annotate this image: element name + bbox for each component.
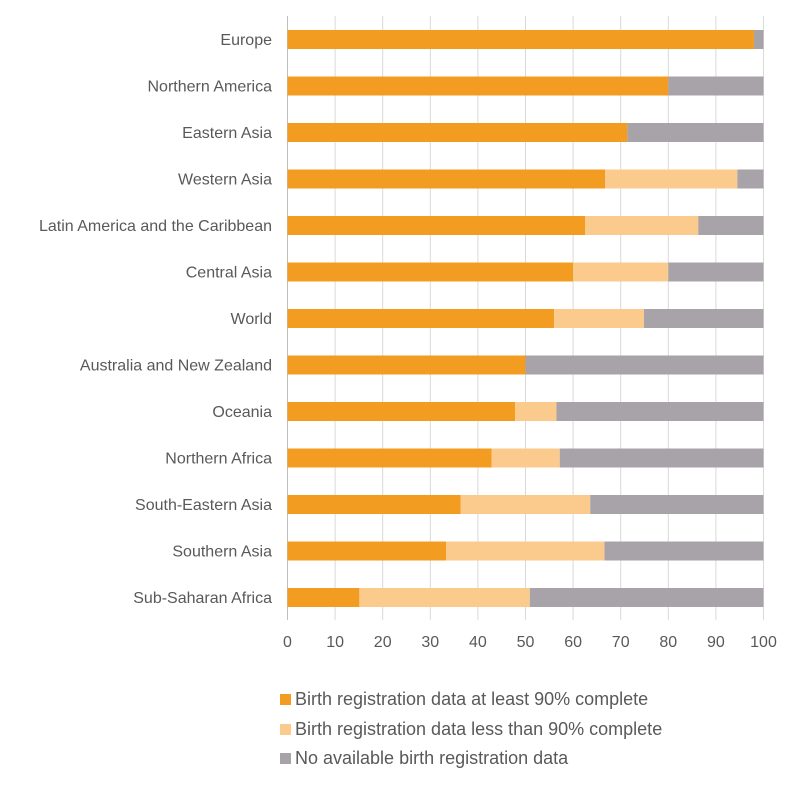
legend-label-complete: Birth registration data at least 90% com…: [295, 689, 649, 710]
category-label: Australia and New Zealand: [80, 358, 272, 375]
category-label: Southern Asia: [172, 544, 272, 561]
legend-label-incomplete: Birth registration data less than 90% co…: [295, 718, 663, 739]
stacked-bar-chart: Europe Northern America Eastern Asia Wester…: [39, 16, 777, 651]
bar-central-asia-series-0: [287, 262, 574, 282]
category-label: Western Asia: [178, 172, 272, 189]
bar-south-eastern-asia-series-1: [460, 495, 591, 514]
bar-europe-series-0: [287, 30, 754, 49]
legend-swatch-complete: [280, 694, 291, 706]
legend-item-incomplete: Birth registration data less than 90% co…: [280, 715, 662, 745]
legend: Birth registration data at least 90% com…: [280, 685, 662, 774]
legend-label-no-data: No available birth registration data: [295, 748, 569, 769]
bar-southern-asia-series-0: [287, 541, 447, 561]
category-label: World: [231, 311, 273, 328]
x-tick-label-60: 60: [564, 634, 582, 651]
x-tick-label-90: 90: [707, 634, 725, 651]
category-label: Northern America: [148, 79, 273, 96]
bar-latin-america-and-the-caribbean-series-2: [698, 216, 764, 235]
bar-central-asia-series-2: [668, 262, 764, 282]
x-tick-label-70: 70: [612, 634, 630, 651]
bar-northern-africa-series-0: [287, 448, 492, 468]
bar-oceania-series-2: [556, 402, 764, 421]
x-tick-label-40: 40: [469, 634, 487, 651]
x-tick-label-20: 20: [374, 634, 392, 651]
bar-world-series-2: [644, 309, 764, 328]
bar-world-series-1: [554, 309, 645, 328]
category-label: Latin America and the Caribbean: [39, 218, 272, 235]
legend-swatch-no-data: [280, 753, 291, 765]
x-tick-label-80: 80: [659, 634, 677, 651]
bar-northern-africa-series-1: [491, 448, 560, 468]
bar-south-eastern-asia-series-0: [287, 495, 461, 514]
category-label: Eastern Asia: [182, 125, 272, 142]
bar-australia-and-new-zealand-series-0: [287, 355, 526, 375]
bar-world-series-0: [287, 309, 555, 328]
legend-swatch-incomplete: [280, 723, 291, 735]
bar-australia-and-new-zealand-series-2: [525, 355, 764, 375]
bar-southern-asia-series-2: [604, 541, 764, 561]
legend-item-complete: Birth registration data at least 90% com…: [280, 685, 662, 715]
category-label: South-Eastern Asia: [135, 497, 272, 514]
category-label: Northern Africa: [165, 451, 272, 468]
bar-western-asia-series-1: [604, 169, 738, 189]
category-label: Sub-Saharan Africa: [133, 590, 272, 607]
bar-oceania-series-0: [287, 402, 516, 421]
bar-western-asia-series-2: [737, 169, 764, 189]
bar-northern-america-series-0: [287, 76, 669, 96]
category-label: Central Asia: [186, 265, 272, 282]
bar-western-asia-series-0: [287, 169, 605, 189]
x-tick-label-100: 100: [750, 634, 777, 651]
category-label: Oceania: [212, 404, 272, 421]
bar-europe-series-2: [753, 30, 764, 49]
bar-southern-asia-series-1: [446, 541, 605, 561]
bar-sub-saharan-africa-series-0: [287, 588, 360, 607]
bar-oceania-series-1: [515, 402, 557, 421]
bar-eastern-asia-series-0: [287, 123, 628, 142]
legend-item-no-data: No available birth registration data: [280, 744, 662, 774]
x-tick-label-10: 10: [326, 634, 344, 651]
category-label: Europe: [220, 32, 272, 49]
x-tick-label-50: 50: [517, 634, 535, 651]
bar-south-eastern-asia-series-2: [590, 495, 764, 514]
bar-latin-america-and-the-caribbean-series-1: [585, 216, 699, 235]
bar-northern-africa-series-2: [559, 448, 764, 468]
bar-eastern-asia-series-2: [627, 123, 764, 142]
bar-latin-america-and-the-caribbean-series-0: [287, 216, 585, 235]
bar-sub-saharan-africa-series-2: [529, 588, 764, 607]
x-tick-label-0: 0: [283, 634, 292, 651]
x-tick-label-30: 30: [421, 634, 439, 651]
bar-northern-america-series-2: [668, 76, 764, 96]
bar-central-asia-series-1: [573, 262, 669, 282]
bar-sub-saharan-africa-series-1: [359, 588, 530, 607]
